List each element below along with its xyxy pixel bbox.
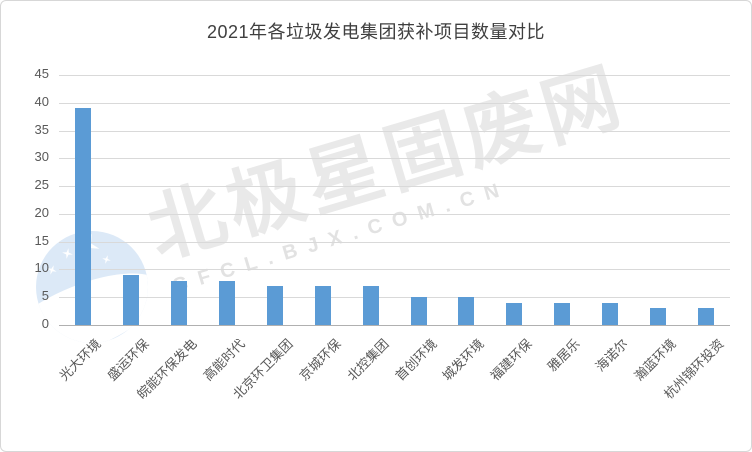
bar-光大环境 (75, 108, 91, 325)
gridline (59, 269, 730, 271)
y-axis-tick-label: 40 (34, 93, 49, 109)
y-axis-tick-label: 15 (34, 232, 49, 248)
y-axis-tick-label: 10 (34, 260, 49, 276)
gridline (59, 241, 730, 243)
gridline (59, 297, 730, 299)
bar-海诺尔 (602, 302, 619, 325)
gridline (59, 158, 730, 160)
gridline (59, 186, 730, 188)
y-axis-tick-label: 30 (34, 149, 49, 165)
bar-盛运环保 (122, 275, 139, 325)
gridline (59, 75, 730, 76)
y-axis-tick-label: 25 (34, 177, 49, 193)
x-axis-line (59, 325, 730, 326)
bar-北控集团 (362, 286, 379, 325)
bar-高能时代 (218, 280, 235, 325)
bar-城发环境 (458, 297, 475, 325)
bar-首创环境 (410, 297, 427, 325)
bar-杭州锦环投资 (698, 308, 714, 325)
y-axis-tick-label: 35 (34, 121, 49, 137)
chart-title: 2021年各垃圾发电集团获补项目数量对比 (206, 22, 546, 42)
y-axis-tick-label: 5 (41, 288, 49, 304)
bar-京城环保 (314, 286, 331, 325)
gridline (59, 130, 730, 132)
gridline (59, 102, 730, 104)
y-axis-tick-label: 0 (41, 316, 49, 331)
y-axis-tick-label: 20 (34, 204, 49, 220)
bar-皖能环保发电 (170, 280, 187, 325)
bar-福建环保 (506, 302, 523, 325)
bar-雅居乐 (554, 302, 571, 325)
y-axis-tick-label: 45 (34, 66, 49, 81)
bar-瀚蓝环境 (650, 308, 667, 325)
gridline (59, 213, 730, 215)
bar-北京环卫集团 (266, 286, 283, 325)
